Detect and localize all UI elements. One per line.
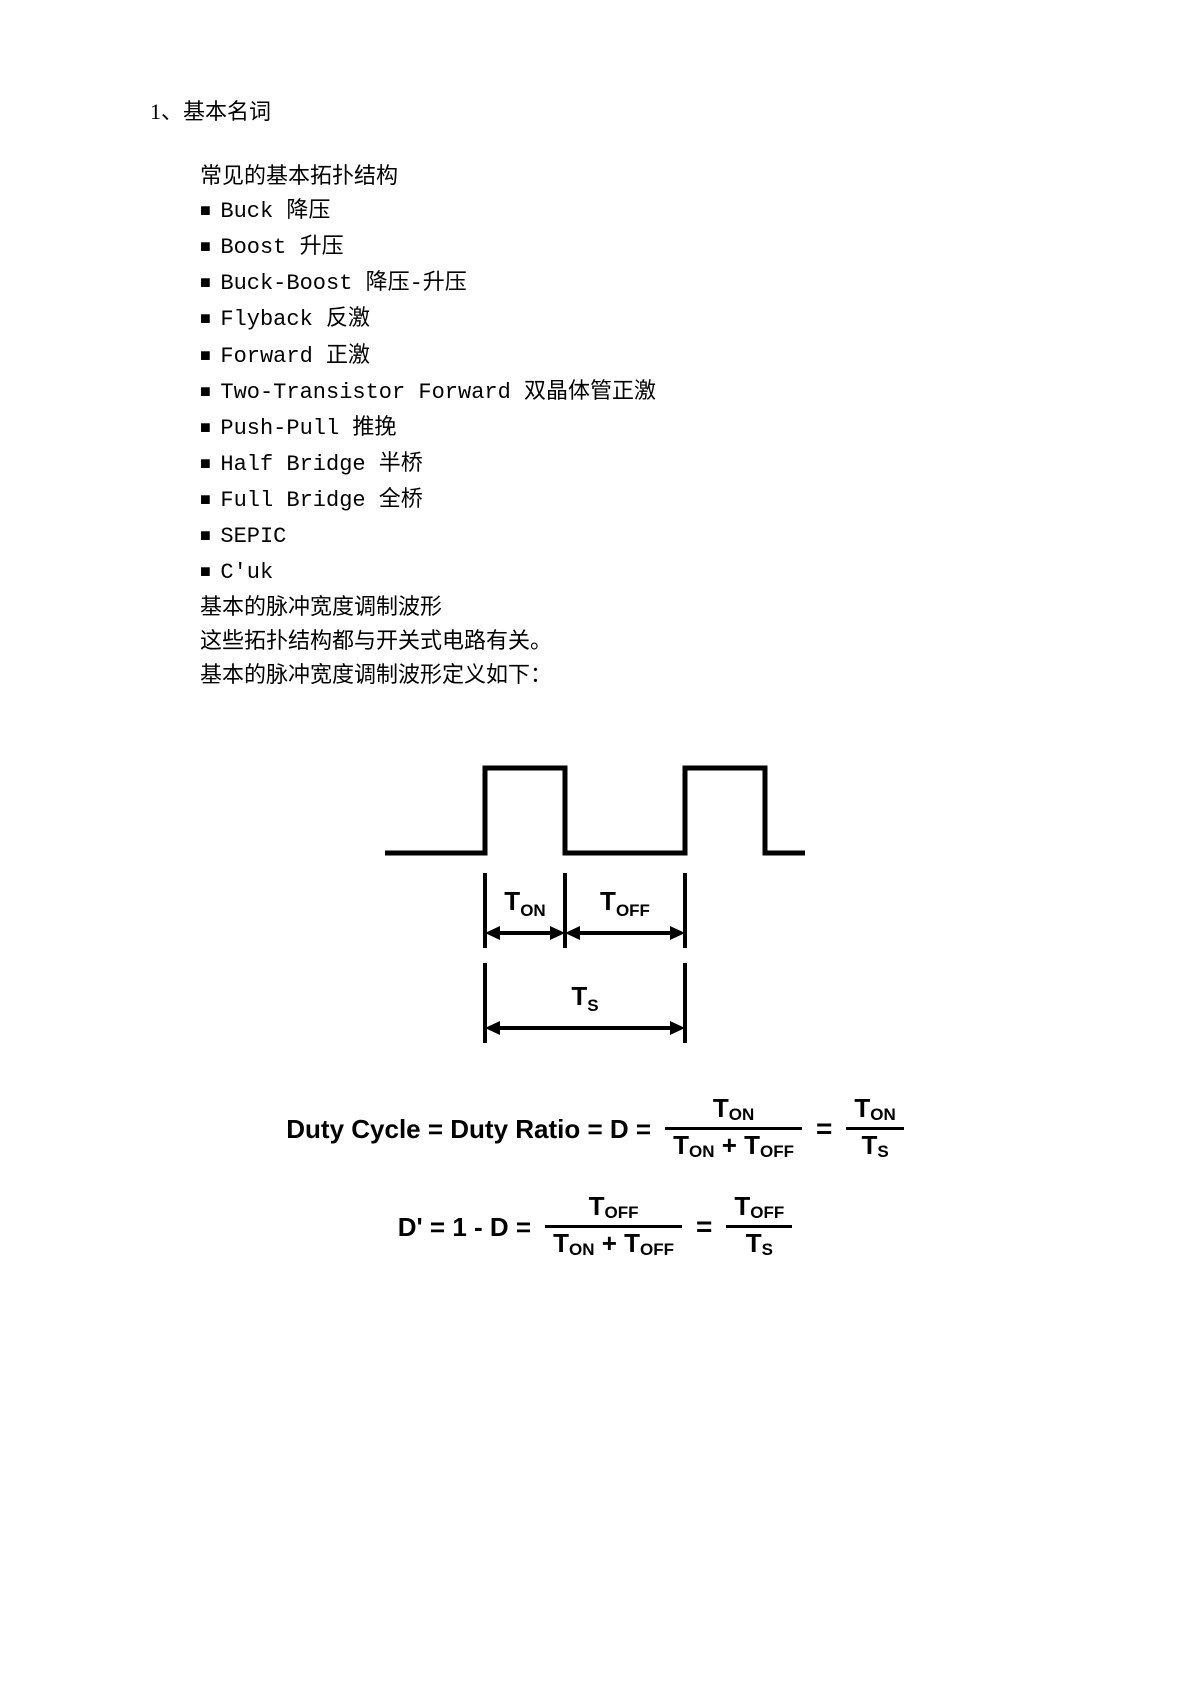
fraction: TON TON + TOFF: [665, 1093, 802, 1165]
bullet-label: Boost 升压: [220, 235, 343, 260]
on-sub: ON: [520, 901, 546, 920]
bullet-item: ■ Full Bridge 全桥: [200, 482, 1040, 518]
pwm-waveform-svg: TON TOFF TS: [365, 753, 825, 1053]
square-bullet-icon: ■: [200, 269, 211, 297]
bullet-item: ■ Forward 正激: [200, 338, 1040, 374]
equals-sign: =: [816, 1107, 832, 1150]
duty-cycle-formula: Duty Cycle = Duty Ratio = D = TON TON + …: [215, 1093, 975, 1263]
square-bullet-icon: ■: [200, 558, 211, 586]
bullet-label: Flyback 反激: [220, 307, 370, 332]
bullet-item: ■ Push-Pull 推挽: [200, 410, 1040, 446]
t-label: T: [504, 886, 520, 916]
bullet-label: Two-Transistor Forward 双晶体管正激: [220, 380, 656, 405]
bullet-label: Buck 降压: [220, 199, 330, 224]
formula-row-d: Duty Cycle = Duty Ratio = D = TON TON + …: [215, 1093, 975, 1165]
tail-line: 这些拓扑结构都与开关式电路有关。: [200, 624, 1040, 658]
tail-line: 基本的脉冲宽度调制波形: [200, 590, 1040, 624]
bullet-label: SEPIC: [220, 524, 286, 549]
t-label: T: [600, 886, 616, 916]
page: 1、基本名词 常见的基本拓扑结构 ■ Buck 降压 ■ Boost 升压 ■ …: [0, 0, 1190, 1683]
bullet-item: ■ Buck-Boost 降压-升压: [200, 265, 1040, 301]
dprime-prefix: D' = 1 - D =: [398, 1214, 531, 1240]
square-bullet-icon: ■: [200, 522, 211, 550]
square-bullet-icon: ■: [200, 197, 211, 225]
pwm-diagram: TON TOFF TS Duty Cycle = Duty Ratio = D …: [215, 753, 975, 1263]
bullet-label: Half Bridge 半桥: [220, 452, 422, 477]
fraction: TOFF TS: [726, 1191, 792, 1263]
bullet-item: ■ Buck 降压: [200, 193, 1040, 229]
bullet-label: Forward 正激: [220, 344, 370, 369]
square-bullet-icon: ■: [200, 305, 211, 333]
equals-sign: =: [696, 1205, 712, 1248]
square-bullet-icon: ■: [200, 378, 211, 406]
tail-line: 基本的脉冲宽度调制波形定义如下：: [200, 658, 1040, 692]
tail-text: 这些拓扑结构都与开关式电路有关。: [200, 628, 552, 653]
intro-line: 常见的基本拓扑结构: [200, 159, 1040, 193]
fraction: TOFF TON + TOFF: [545, 1191, 682, 1263]
fraction: TON TS: [846, 1093, 903, 1165]
numerator: TON: [705, 1093, 762, 1128]
formula-row-dprime: D' = 1 - D = TOFF TON + TOFF = TOFF TS: [215, 1191, 975, 1263]
bullet-item: ■ Two-Transistor Forward 双晶体管正激: [200, 374, 1040, 410]
bullet-label: Push-Pull 推挽: [220, 416, 396, 441]
denominator: TS: [738, 1228, 781, 1263]
svg-text:TOFF: TOFF: [600, 886, 650, 920]
square-bullet-icon: ■: [200, 450, 211, 478]
bullet-item: ■ Flyback 反激: [200, 301, 1040, 337]
t-label: T: [571, 981, 587, 1011]
heading-text: 1、基本名词: [150, 99, 271, 124]
square-bullet-icon: ■: [200, 342, 211, 370]
bullet-label: Buck-Boost 降压-升压: [220, 271, 466, 296]
denominator: TON + TOFF: [545, 1228, 682, 1263]
body-block: 常见的基本拓扑结构 ■ Buck 降压 ■ Boost 升压 ■ Buck-Bo…: [200, 159, 1040, 692]
denominator: TS: [853, 1130, 896, 1165]
square-bullet-icon: ■: [200, 414, 211, 442]
bullet-item: ■ Half Bridge 半桥: [200, 446, 1040, 482]
tail-text: 基本的脉冲宽度调制波形: [200, 594, 442, 619]
intro-text: 常见的基本拓扑结构: [200, 163, 398, 188]
section-heading: 1、基本名词: [150, 95, 1040, 129]
bullet-item: ■ SEPIC: [200, 518, 1040, 554]
svg-text:TS: TS: [571, 981, 598, 1015]
bullet-label: Full Bridge 全桥: [220, 488, 422, 513]
off-sub: OFF: [616, 901, 650, 920]
svg-text:TON: TON: [504, 886, 545, 920]
tail-text: 基本的脉冲宽度调制波形定义如下：: [200, 662, 552, 687]
numerator: TON: [846, 1093, 903, 1128]
numerator: TOFF: [581, 1191, 647, 1226]
square-bullet-icon: ■: [200, 233, 211, 261]
bullet-label: C'uk: [220, 560, 273, 585]
numerator: TOFF: [726, 1191, 792, 1226]
square-bullet-icon: ■: [200, 486, 211, 514]
denominator: TON + TOFF: [665, 1130, 802, 1165]
bullet-item: ■ C'uk: [200, 554, 1040, 590]
bullet-item: ■ Boost 升压: [200, 229, 1040, 265]
d-prefix: Duty Cycle = Duty Ratio = D =: [286, 1116, 651, 1142]
s-sub: S: [587, 996, 598, 1015]
